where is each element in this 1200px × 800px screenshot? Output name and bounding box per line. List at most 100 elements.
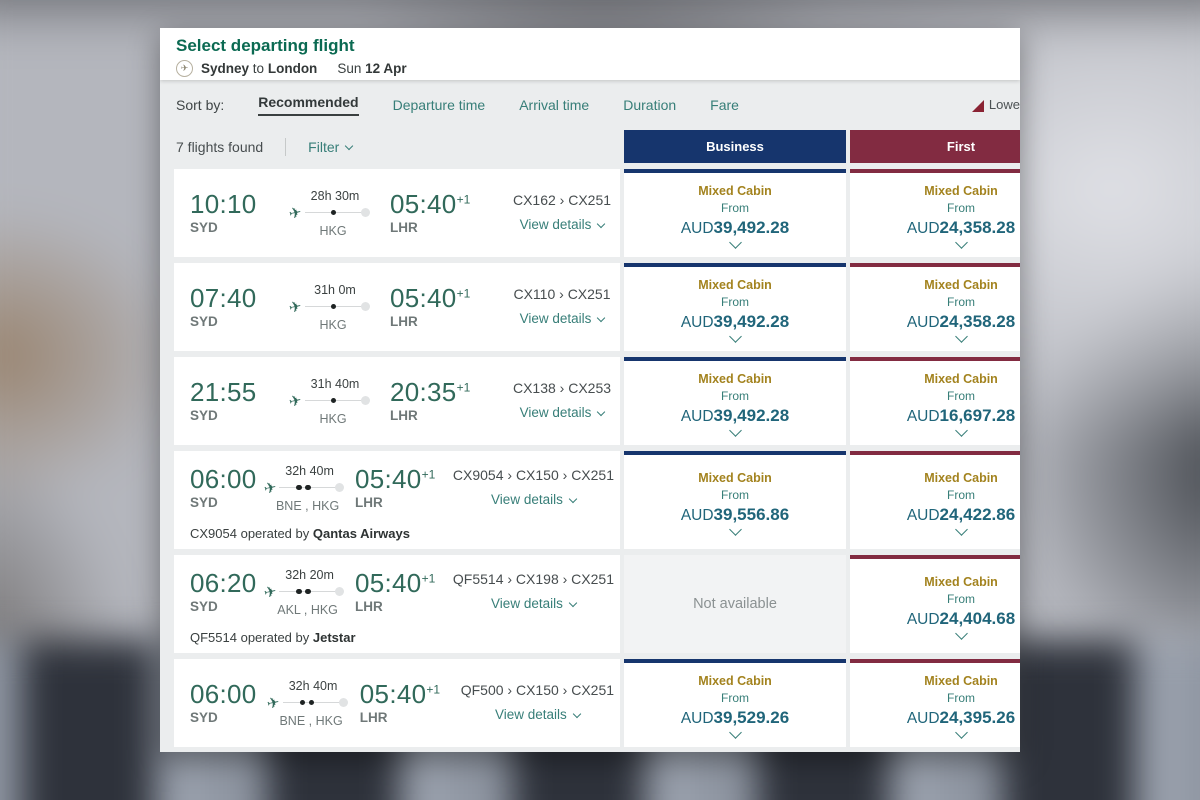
plane-icon: ✈	[265, 693, 282, 713]
lowest-fare-legend-text: Lowe	[988, 97, 1020, 112]
chevron-down-icon	[728, 725, 742, 739]
arrival-block: 05:40+1 LHR	[355, 570, 453, 614]
from-label: From	[721, 200, 749, 215]
view-details-link[interactable]: View details	[520, 311, 606, 326]
chevron-down-icon	[568, 494, 578, 503]
stopover-airports: AKL , HKG	[277, 602, 338, 617]
sort-option-arrival-time[interactable]: Arrival time	[519, 97, 590, 113]
first-fare-card[interactable]: Mixed Cabin From AUD16,697.28	[850, 357, 1020, 445]
filter-button[interactable]: Filter	[308, 138, 354, 155]
route-graphic: 32h 20m ✈ AKL , HKG	[260, 568, 345, 617]
flight-numbers: CX9054 › CX150 › CX251	[452, 467, 614, 483]
first-fare-card[interactable]: Mixed Cabin From AUD24,358.28	[850, 169, 1020, 257]
sort-by-label: Sort by:	[176, 97, 225, 113]
duration-label: 31h 0m	[314, 282, 356, 297]
flight-numbers: CX162 › CX251	[512, 192, 612, 208]
chevron-down-icon	[568, 598, 578, 607]
view-details-link[interactable]: View details	[520, 405, 606, 420]
route-text: Sydney to London	[201, 61, 317, 76]
departure-time: 21:55	[190, 377, 257, 408]
operating-carrier: Jetstar	[312, 630, 356, 645]
arrival-day-offset: +1	[456, 286, 471, 301]
flight-info-card: 10:10 SYD 28h 30m ✈ HKG 05:40	[174, 169, 620, 257]
duration-label: 32h 20m	[285, 567, 334, 582]
fare-price: AUD24,422.86	[907, 505, 1015, 525]
sort-option-departure-time[interactable]: Departure time	[392, 97, 486, 113]
price-amount: 24,422.86	[939, 504, 1016, 524]
duration-label: 31h 40m	[310, 376, 360, 391]
from-label: From	[721, 388, 749, 403]
departure-airport: SYD	[190, 407, 218, 423]
chevron-down-icon	[728, 329, 742, 343]
first-fare-card[interactable]: Mixed Cabin From AUD24,358.28	[850, 263, 1020, 351]
destination-city: London	[267, 61, 318, 76]
flights-found-count: 7 flights found	[176, 138, 264, 155]
filter-label: Filter	[308, 138, 340, 155]
results-band: 7 flights found Filter Business First	[160, 130, 1020, 163]
plane-icon: ✈	[262, 582, 279, 602]
route-graphic: 28h 30m ✈ HKG	[276, 189, 380, 238]
chevron-down-icon	[954, 626, 968, 640]
first-fare-card[interactable]: Mixed Cabin From AUD24,404.68	[850, 555, 1020, 653]
duration-label: 32h 40m	[288, 678, 338, 693]
chevron-down-icon	[597, 313, 606, 322]
lowest-fare-triangle-icon	[971, 100, 984, 112]
from-label: From	[721, 294, 749, 309]
currency-code: AUD	[680, 506, 714, 524]
column-header-first: First	[850, 130, 1020, 163]
sort-option-recommended[interactable]: Recommended	[258, 94, 359, 116]
price-amount: 39,492.28	[713, 311, 790, 331]
flight-numbers: CX138 › CX253	[512, 380, 612, 396]
business-fare-card[interactable]: Mixed Cabin From AUD39,492.28	[624, 357, 846, 445]
from-label: From	[947, 294, 975, 309]
fare-price: AUD39,492.28	[681, 312, 789, 332]
flight-info-card: 07:40 SYD 31h 0m ✈ HKG 05:40+	[174, 263, 620, 351]
departure-block: 10:10 SYD	[190, 191, 276, 235]
cabin-type: Mixed Cabin	[924, 673, 998, 688]
chevron-down-icon	[728, 235, 742, 249]
flight-info-card: 21:55 SYD 31h 40m ✈ HKG 20:35	[174, 357, 620, 445]
arrival-block: 05:40+1 LHR	[390, 191, 510, 235]
arrival-day-offset: +1	[421, 571, 436, 586]
departure-time: 07:40	[190, 283, 257, 314]
business-fare-card[interactable]: Mixed Cabin From AUD39,492.28	[624, 263, 846, 351]
results-header: Select departing flight ✈ Sydney to Lond…	[160, 28, 1020, 80]
divider	[285, 137, 287, 156]
operated-by-note: QF5514 operated by Jetstar	[190, 630, 356, 645]
results-body: Sort by: Recommended Departure time Arri…	[160, 80, 1020, 752]
not-available-label: Not available	[693, 596, 777, 612]
plane-icon: ✈	[287, 391, 304, 411]
price-amount: 24,358.28	[939, 217, 1016, 237]
business-fare-card[interactable]: Mixed Cabin From AUD39,492.28	[624, 169, 846, 257]
cabin-type: Mixed Cabin	[698, 673, 772, 688]
view-details-link[interactable]: View details	[520, 217, 606, 232]
currency-code: AUD	[680, 709, 714, 727]
flight-row: 06:00 SYD 32h 40m ✈ BNE , HKG	[174, 659, 1020, 747]
arrival-time: 05:40	[359, 679, 427, 710]
route-graphic: 32h 40m ✈ BNE , HKG	[260, 464, 345, 513]
view-details-link[interactable]: View details	[495, 707, 582, 722]
arrival-airport: LHR	[390, 313, 418, 329]
plane-icon: ✈	[287, 297, 304, 317]
business-fare-card[interactable]: Mixed Cabin From AUD39,529.26	[624, 659, 846, 747]
arrival-block: 05:40+1 LHR	[359, 679, 461, 725]
cabin-type: Mixed Cabin	[698, 277, 772, 292]
departure-airport: SYD	[190, 313, 218, 329]
chevron-down-icon	[954, 725, 968, 739]
first-fare-card[interactable]: Mixed Cabin From AUD24,395.26	[850, 659, 1020, 747]
sort-option-duration[interactable]: Duration	[623, 97, 677, 113]
first-fare-card[interactable]: Mixed Cabin From AUD24,422.86	[850, 451, 1020, 549]
business-fare-card[interactable]: Mixed Cabin From AUD39,556.86	[624, 451, 846, 549]
flight-row: 06:20 SYD 32h 20m ✈ AKL , HKG	[174, 555, 1020, 653]
currency-code: AUD	[906, 506, 940, 524]
fare-price: AUD39,556.86	[681, 505, 789, 525]
arrival-day-offset: +1	[456, 380, 471, 395]
view-details-link[interactable]: View details	[491, 492, 578, 507]
chevron-down-icon	[954, 235, 968, 249]
sort-option-fare[interactable]: Fare	[710, 97, 739, 113]
view-details-link[interactable]: View details	[491, 596, 578, 611]
from-label: From	[947, 200, 975, 215]
flight-row: 21:55 SYD 31h 40m ✈ HKG 20:35	[174, 357, 1020, 445]
column-header-business: Business	[624, 130, 846, 163]
date-weekday: Sun	[337, 61, 362, 76]
